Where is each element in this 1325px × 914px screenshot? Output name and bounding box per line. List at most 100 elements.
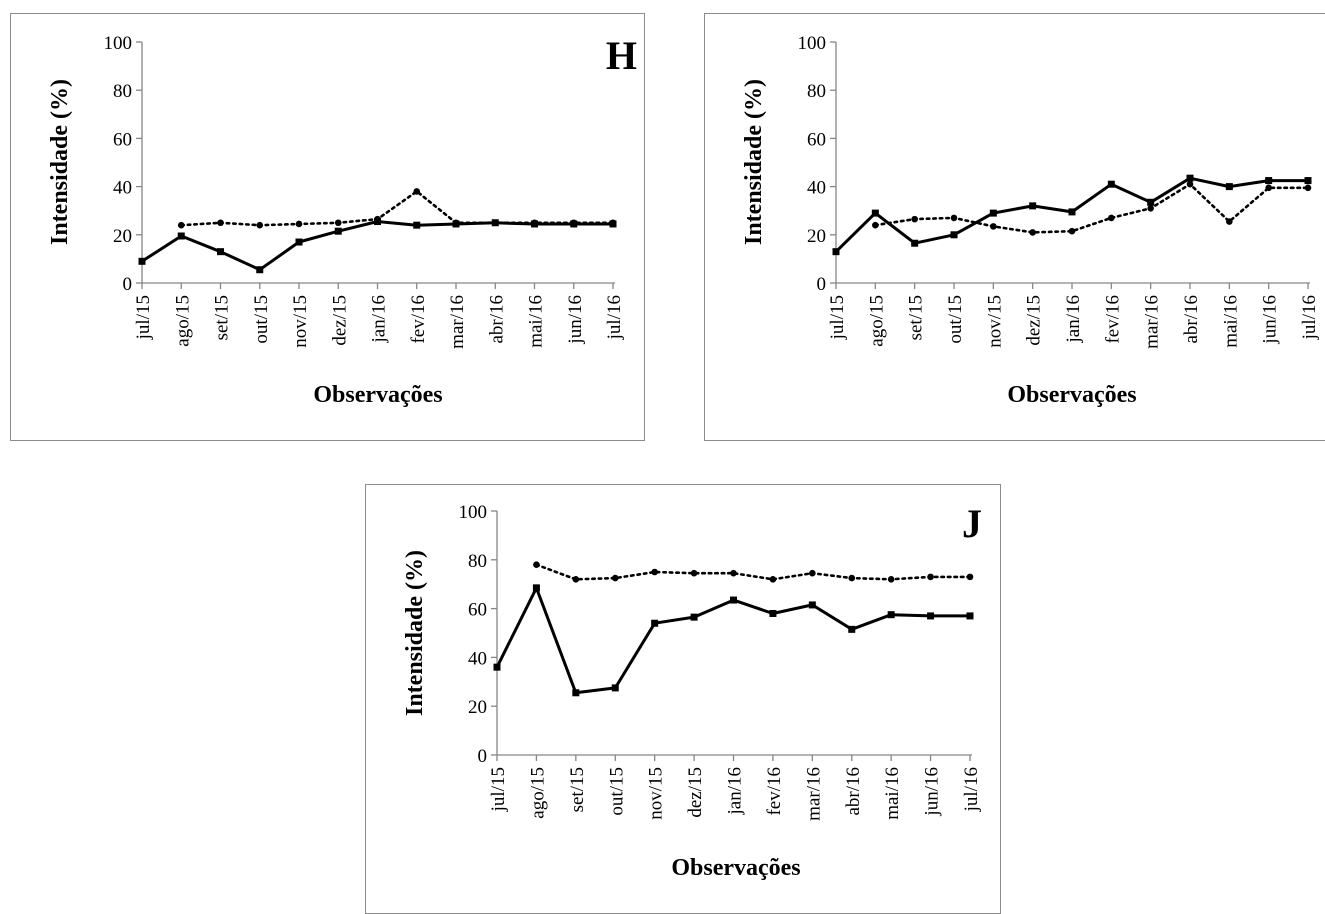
x-tick-label-i: jun/16 [1260, 295, 1281, 345]
dotted-series-point-i [1265, 184, 1272, 192]
x-tick-label-h: jul/16 [604, 295, 625, 340]
solid-series-point-j [690, 613, 698, 621]
y-tick-label-h: 60 [113, 129, 132, 150]
x-tick-label-i: dez/15 [1024, 295, 1045, 346]
x-tick-label-j: abr/16 [843, 767, 864, 816]
solid-series-point-j [572, 689, 580, 697]
dotted-series-point-i [1147, 204, 1154, 212]
solid-series-point-h [334, 227, 342, 235]
chart-svg-i: 0 20 40 60 80 100 jul/15 ago/15 set/15 out/15 nov/… [741, 33, 1320, 408]
x-axis-title-i: Observações [1007, 382, 1136, 408]
chart-svg-j: 0 20 40 60 80 100 jul/15 ago/15 set/15 out/15 nov/… [402, 501, 982, 881]
dotted-series-point-j [651, 568, 658, 576]
dotted-series-point-j [887, 576, 895, 583]
x-tick-label-j: out/15 [606, 767, 627, 816]
x-tick-label-i: fev/16 [1102, 295, 1123, 344]
y-tick-label-j: 80 [468, 551, 487, 572]
dotted-series-point-h [217, 219, 224, 227]
y-tick-label-j: 100 [459, 502, 488, 523]
y-tick-label-i: 40 [807, 178, 826, 199]
solid-series-point-i [989, 209, 997, 217]
x-tick-label-h: set/15 [212, 295, 233, 340]
chart-panel-i: 0 20 40 60 80 100 jul/15 ago/15 set/15 out/15 nov/… [704, 13, 1325, 441]
solid-series-point-i [911, 239, 919, 247]
dotted-series-point-i [872, 221, 879, 229]
x-tick-label-j: jul/16 [961, 767, 982, 812]
dotted-series-point-i [990, 223, 997, 230]
x-tick-label-h: mar/16 [447, 295, 468, 349]
solid-series-point-i [832, 248, 840, 256]
y-axis-title-h: Intensidade (%) [47, 79, 73, 245]
solid-series-point-j [493, 663, 501, 671]
x-tick-label-h: jan/16 [369, 295, 390, 344]
y-tick-label-i: 60 [807, 129, 826, 150]
solid-series-point-h [217, 248, 224, 256]
x-tick-label-i: set/15 [906, 295, 927, 340]
x-tick-label-i: nov/15 [984, 295, 1005, 348]
dotted-series-point-i [911, 215, 918, 223]
x-tick-label-h: abr/16 [486, 295, 507, 344]
solid-series-line-h [140, 220, 615, 272]
solid-series-point-j [966, 612, 974, 620]
dotted-series-point-j [809, 569, 816, 577]
y-tick-label-j: 0 [478, 746, 488, 767]
solid-series-point-h [177, 232, 185, 240]
y-tick-label-h: 20 [113, 226, 132, 247]
solid-series-point-i [1225, 183, 1233, 191]
x-tick-label-i: mar/16 [1142, 295, 1163, 349]
dotted-series-point-j [730, 569, 737, 577]
y-tick-label-h: 100 [104, 33, 133, 54]
panel-label-h: H [606, 33, 637, 78]
dotted-series-point-i [1108, 214, 1115, 222]
x-tick-label-i: mai/16 [1220, 295, 1241, 348]
dotted-series-point-h [531, 219, 538, 227]
solid-series-point-j [532, 584, 540, 592]
chart-svg-h: 0 20 40 60 80 100 jul/15 ago/15 set/15 out/15 nov/… [47, 33, 637, 408]
solid-series-point-j [808, 601, 816, 609]
y-tick-label-j: 40 [468, 648, 487, 669]
dotted-series-point-j [611, 574, 619, 582]
dotted-series-point-i [1068, 227, 1076, 235]
y-axis-title-j: Intensidade (%) [402, 550, 428, 716]
dotted-series-point-h [295, 220, 303, 228]
x-tick-label-i: jul/16 [1299, 295, 1320, 340]
solid-series-point-i [1304, 177, 1312, 185]
x-tick-label-i: out/15 [945, 295, 966, 344]
dotted-series-point-j [533, 561, 540, 568]
dotted-series-line-i [874, 182, 1310, 234]
dotted-series-point-j [927, 573, 934, 581]
y-tick-label-h: 0 [123, 274, 133, 295]
dotted-series-point-j [572, 576, 580, 583]
solid-series-point-h [138, 257, 146, 265]
x-tick-label-j: nov/15 [646, 767, 667, 820]
solid-series-point-i [1107, 180, 1115, 188]
solid-series-point-i [1186, 174, 1194, 182]
y-tick-label-i: 100 [798, 33, 827, 54]
solid-series-point-j [651, 619, 659, 627]
dotted-series-point-h [334, 219, 342, 227]
solid-series-point-i [1147, 198, 1155, 206]
dotted-series-point-i [1029, 229, 1036, 236]
x-tick-label-h: fev/16 [408, 295, 429, 344]
x-tick-label-i: jan/16 [1063, 295, 1084, 344]
dotted-series-point-h [256, 221, 264, 229]
dotted-series-point-i [1304, 184, 1312, 192]
x-tick-label-h: ago/15 [172, 295, 193, 347]
x-tick-label-j: jun/16 [922, 767, 943, 817]
y-tick-label-j: 20 [468, 697, 487, 718]
dotted-series-point-i [1186, 180, 1194, 188]
dotted-series-point-h [452, 219, 460, 227]
dotted-series-point-h [570, 219, 578, 227]
x-tick-label-i: ago/15 [866, 295, 887, 347]
x-tick-label-h: mai/16 [526, 295, 547, 348]
x-axis-title-j: Observações [671, 855, 800, 881]
dotted-series-point-i [950, 214, 958, 222]
solid-series-point-j [927, 612, 935, 620]
x-tick-label-j: mar/16 [803, 767, 824, 821]
x-tick-label-i: abr/16 [1181, 295, 1202, 344]
dotted-series-point-j [848, 574, 856, 582]
dotted-series-line-j [535, 563, 972, 581]
solid-series-point-h [256, 266, 264, 274]
dotted-series-point-h [177, 221, 185, 229]
dotted-series-point-j [769, 576, 777, 583]
